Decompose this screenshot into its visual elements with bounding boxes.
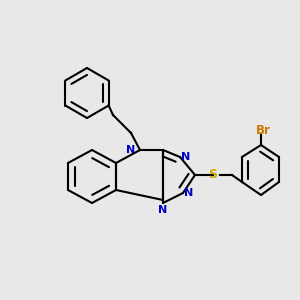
Text: N: N: [182, 152, 190, 162]
Text: Br: Br: [256, 124, 270, 137]
Text: N: N: [158, 205, 168, 215]
Text: S: S: [208, 169, 217, 182]
Text: N: N: [126, 145, 136, 155]
Text: N: N: [184, 188, 194, 198]
